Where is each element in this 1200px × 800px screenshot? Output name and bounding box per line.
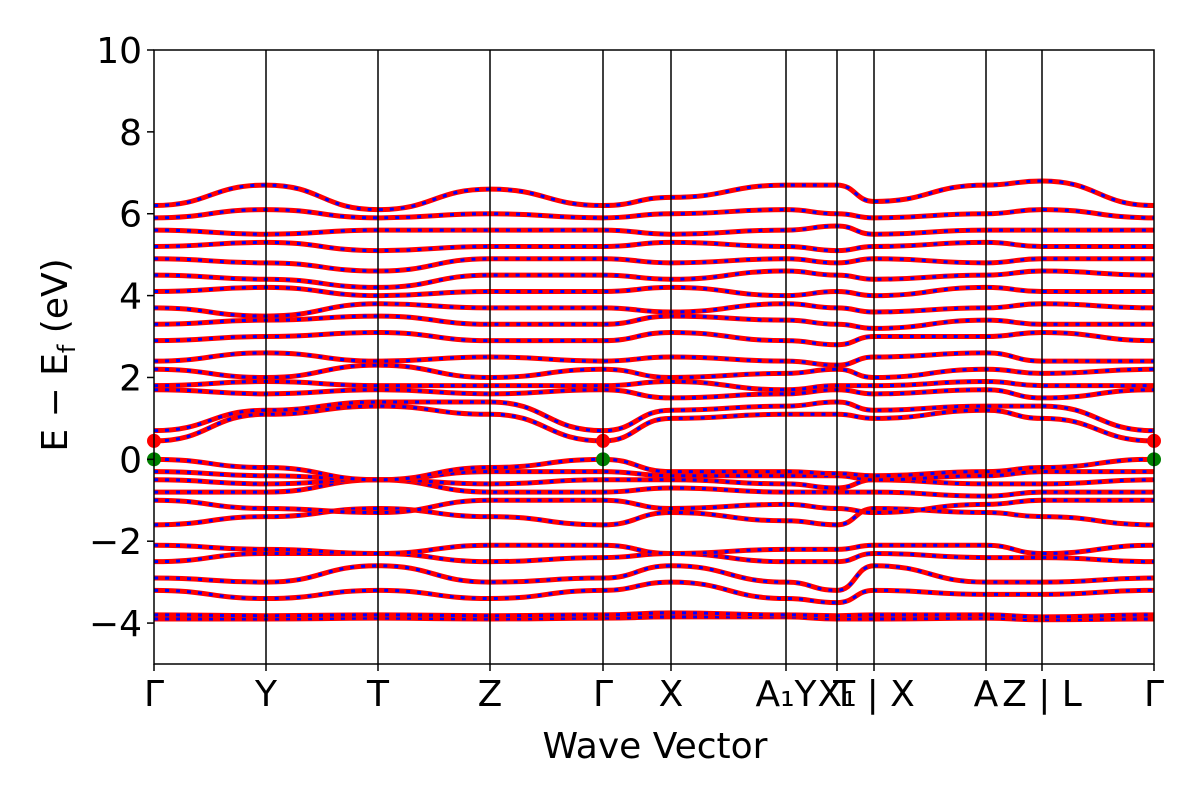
band-26-spin-up [154,207,1154,221]
band-25-spin-down [154,224,1154,236]
x-tick-label-2: T [366,674,390,715]
y-tick-label-6: −2 [89,522,142,563]
band-21-spin-down [154,285,1154,298]
band-3-spin-up [154,563,1154,593]
band-27-spin-up [154,178,1154,213]
band-14-spin-up [154,387,1154,401]
band-13-spin-down [154,400,1154,433]
y-axis-title-main: E − E [35,353,76,452]
band-24-spin-down [154,240,1154,253]
band-24-spin-up [154,239,1154,254]
band-5-spin-down [154,543,1154,555]
band-2-spin-up [154,579,1154,606]
x-tick-label-8: T | X [832,674,915,715]
y-axis-title-subscript: f [53,344,81,353]
x-tick-label-10: Z | L [1002,674,1082,715]
y-axis-title: E − Ef (eV) [35,258,81,451]
x-tick-label-0: Γ [144,674,164,715]
band-26-spin-down [154,208,1154,220]
bands-layer [154,178,1154,623]
y-axis-title-unit: (eV) [35,258,76,344]
band-20-spin-up [154,301,1154,319]
band-0-spin-down [154,615,1154,622]
band-5-spin-up [154,542,1154,556]
band-17-spin-down [154,351,1154,367]
kpoint-lines [265,50,1043,664]
band-15-spin-down [154,380,1154,392]
band-1-spin-down [154,611,1154,619]
y-axis-ticks: 10 8 6 4 2 0 −2 −4 [89,31,154,645]
band-23-spin-down [154,257,1154,273]
band-23-spin-up [154,256,1154,274]
band-16-spin-up [154,362,1154,380]
x-tick-label-3: Z [478,674,503,715]
band-17-spin-up [154,350,1154,368]
band-21-spin-up [154,284,1154,299]
band-15-spin-up [154,379,1154,393]
band-18-spin-down [154,330,1154,347]
band-22-spin-up [154,268,1154,290]
x-tick-label-4: Γ [593,674,613,715]
x-tick-label-5: X [659,674,684,715]
y-tick-label-3: 4 [119,277,142,318]
y-tick-label-2: 6 [119,195,142,236]
markers-layer [147,433,1161,467]
band-14-spin-down [154,388,1154,400]
x-tick-label-7: X₁ [817,674,856,715]
x-tick-label-11: Γ [1144,674,1164,715]
y-tick-label-7: −4 [89,604,142,645]
band-19-spin-up [154,313,1154,331]
y-tick-label-5: 0 [119,440,142,481]
band-7-spin-up [154,497,1154,516]
band-18-spin-up [154,329,1154,348]
x-axis-title: Wave Vector [543,726,768,767]
band-7-spin-down [154,498,1154,515]
plot-frame [153,49,1155,665]
band-12-spin-down [154,404,1154,443]
y-tick-label-1: 8 [119,113,142,154]
band-13-spin-up [154,399,1154,434]
y-tick-label-0: 10 [96,31,142,72]
band-25-spin-up [154,223,1154,237]
band-19-spin-down [154,314,1154,330]
x-tick-label-6: A₁Y [755,674,817,715]
x-tick-label-9: A [974,674,999,715]
y-tick-label-4: 2 [119,358,142,399]
x-tick-label-1: Y [254,674,278,715]
